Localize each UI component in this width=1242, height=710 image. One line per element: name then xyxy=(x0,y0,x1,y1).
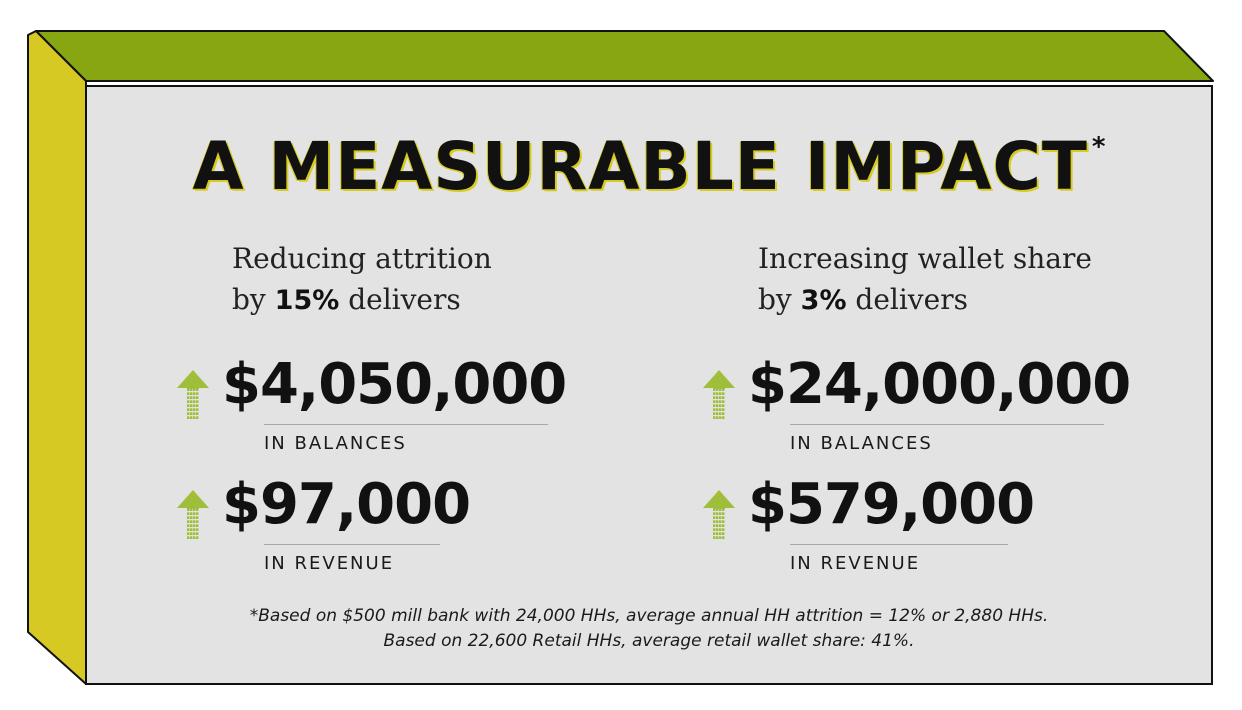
wallet-share-balances-stat: $24,000,000 IN BALANCES xyxy=(702,353,1131,473)
attrition-column: Reducing attrition by 15% delivers $4,05… xyxy=(176,238,567,593)
footnote-line: *Based on $500 mill bank with 24,000 HHs… xyxy=(249,606,1049,626)
divider xyxy=(264,424,548,425)
up-arrow-icon xyxy=(177,370,209,421)
wallet-share-revenue-stat: $579,000 IN REVENUE xyxy=(702,473,1092,593)
attrition-balances-value: $4,050,000 xyxy=(222,352,567,417)
wallet-share-column: Increasing wallet share by 3% delivers $… xyxy=(702,238,1131,593)
attrition-revenue-stat: $97,000 IN REVENUE xyxy=(176,473,492,593)
title-asterisk: * xyxy=(1091,132,1106,162)
attrition-revenue-value: $97,000 xyxy=(222,472,471,537)
box-front-face xyxy=(85,85,1213,685)
wallet-share-balances-label: IN BALANCES xyxy=(790,433,933,454)
box-side-face xyxy=(27,30,87,685)
up-arrow-icon xyxy=(703,490,735,541)
wallet-share-balances-value: $24,000,000 xyxy=(748,352,1131,417)
up-arrow-icon xyxy=(703,370,735,421)
wallet-share-percent: 3% xyxy=(800,285,847,316)
divider xyxy=(790,424,1104,425)
divider xyxy=(790,544,1008,545)
box-top-face xyxy=(35,30,1214,82)
divider xyxy=(264,544,440,545)
page-title: A MEASURABLE IMPACT xyxy=(192,128,1088,205)
attrition-intro: Reducing attrition by 15% delivers xyxy=(232,238,492,321)
attrition-intro-line-2: by 15% delivers xyxy=(232,283,461,316)
footnote-line: Based on 22,600 Retail HHs, average reta… xyxy=(383,631,915,651)
attrition-balances-stat: $4,050,000 IN BALANCES xyxy=(176,353,567,473)
up-arrow-icon xyxy=(177,490,209,541)
wallet-share-intro-line-2: by 3% delivers xyxy=(758,283,968,316)
wallet-share-revenue-value: $579,000 xyxy=(748,472,1035,537)
attrition-balances-label: IN BALANCES xyxy=(264,433,407,454)
attrition-intro-line: Reducing attrition xyxy=(232,242,492,275)
wallet-share-intro: Increasing wallet share by 3% delivers xyxy=(758,238,1092,321)
title-block: A MEASURABLE IMPACT * xyxy=(86,128,1212,205)
wallet-share-intro-line: Increasing wallet share xyxy=(758,242,1092,275)
attrition-revenue-label: IN REVENUE xyxy=(264,553,395,574)
footnote: *Based on $500 mill bank with 24,000 HHs… xyxy=(86,604,1212,654)
wallet-share-revenue-label: IN REVENUE xyxy=(790,553,921,574)
attrition-percent: 15% xyxy=(274,285,340,316)
